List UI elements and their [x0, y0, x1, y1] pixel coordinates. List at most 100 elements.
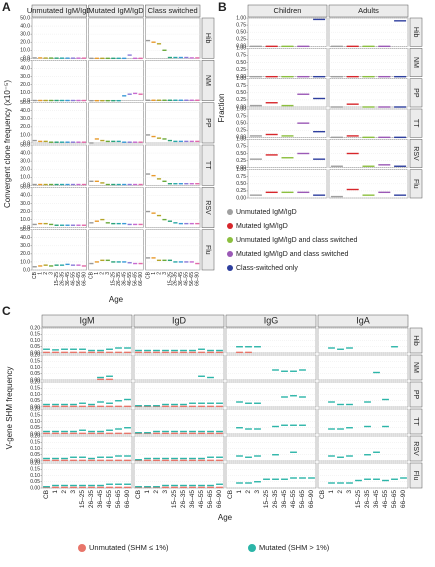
- column-header: IgD: [172, 315, 187, 325]
- x-tick-label: 36–45: [65, 272, 71, 286]
- y-tick-label: 20.0: [20, 40, 30, 46]
- column-strip: [317, 314, 409, 328]
- y-tick-label: 20.0: [20, 124, 30, 130]
- x-tick-label: 36–45: [189, 490, 196, 508]
- y-tick-label: 10.0: [20, 259, 30, 265]
- y-tick-label: 0.15: [30, 332, 40, 338]
- column-strip: [247, 4, 328, 18]
- y-tick-label: 1.00: [236, 106, 246, 112]
- row-strip: [201, 144, 215, 186]
- y-tick-label: 10.0: [20, 217, 30, 223]
- column-strip: [145, 4, 201, 18]
- legend-swatch: [227, 223, 233, 229]
- row-strip: [409, 48, 423, 77]
- y-tick-label: 0.00: [30, 431, 40, 437]
- x-tick-label: 2: [61, 490, 68, 494]
- x-tick-label: 66–90: [124, 490, 131, 508]
- column-strip: [31, 4, 87, 18]
- x-tick-label: 56–65: [207, 490, 214, 508]
- facet-panel: [145, 229, 201, 271]
- y-tick-label: 0.05: [30, 425, 40, 431]
- y-tick-label: 0.15: [30, 413, 40, 419]
- x-tick-label: CB: [135, 490, 142, 499]
- facet-panel: [31, 60, 87, 101]
- row-header: Hib: [204, 33, 211, 44]
- y-tick-label: 0.50: [236, 120, 246, 126]
- panel-label: C: [2, 304, 11, 318]
- facet-panel: [88, 60, 144, 101]
- x-tick-label: 1: [94, 272, 100, 275]
- row-header: TT: [412, 119, 419, 128]
- row-header: Hib: [412, 27, 419, 38]
- y-tick-label: 0.0: [23, 98, 30, 104]
- facet-panel: [145, 144, 201, 186]
- y-tick-label: 0.20: [30, 379, 40, 385]
- row-strip: [409, 327, 423, 354]
- y-tick-label: 40.0: [20, 108, 30, 114]
- x-tick-label: 36–45: [97, 490, 104, 508]
- x-tick-label: 15–25: [263, 490, 270, 508]
- facet-panel: [328, 139, 409, 168]
- x-tick-label: 2: [43, 272, 49, 275]
- row-header: RSV: [412, 146, 419, 161]
- x-tick-label: 2: [337, 490, 344, 494]
- legend-label: Mutated (SHM > 1%): [259, 543, 330, 552]
- y-tick-label: 0.10: [30, 473, 40, 479]
- row-header: Flu: [412, 179, 419, 189]
- x-tick-label: 3: [162, 490, 169, 494]
- x-tick-label: 66–90: [81, 272, 87, 286]
- x-tick-label: 66–90: [400, 490, 407, 508]
- y-tick-label: 1.00: [236, 46, 246, 52]
- x-axis-label: Age: [218, 513, 233, 522]
- y-tick-label: 0.05: [30, 371, 40, 377]
- x-tick-label: 2: [156, 272, 162, 275]
- column-header: Mutated IgM/IgD: [88, 6, 144, 15]
- y-tick-label: 10.0: [20, 90, 30, 96]
- y-tick-label: 0.20: [30, 460, 40, 466]
- x-tick-label: 46–55: [70, 272, 76, 286]
- y-tick-label: 0.25: [236, 97, 246, 103]
- x-tick-label: 36–45: [373, 490, 380, 508]
- y-tick-label: 1.00: [236, 76, 246, 82]
- x-tick-label: 66–90: [216, 490, 223, 508]
- y-axis-label: Convergent clone frequency (x10⁻⁵): [3, 80, 12, 208]
- x-tick-label: 26–35: [88, 490, 95, 508]
- y-tick-label: 0.0: [23, 267, 30, 273]
- y-tick-label: 50.0: [20, 58, 30, 64]
- column-strip: [88, 4, 144, 18]
- x-tick-label: CB: [43, 490, 50, 499]
- x-tick-label: CB: [145, 271, 151, 279]
- y-tick-label: 0.15: [30, 386, 40, 392]
- y-tick-label: 50.0: [20, 227, 30, 233]
- y-tick-label: 0.0: [23, 140, 30, 146]
- y-tick-label: 0.10: [30, 446, 40, 452]
- y-tick-label: 50.0: [20, 100, 30, 106]
- y-tick-label: 0.05: [30, 398, 40, 404]
- y-tick-label: 0.15: [30, 359, 40, 365]
- x-tick-label: 26–35: [180, 490, 187, 508]
- y-tick-label: 0.00: [236, 74, 246, 80]
- x-tick-label: 56–65: [391, 490, 398, 508]
- x-tick-label: 1: [144, 490, 151, 494]
- legend-swatch: [78, 544, 86, 552]
- y-tick-label: 0.50: [236, 90, 246, 96]
- facet-panel: [31, 229, 87, 271]
- x-tick-label: 2: [100, 272, 106, 275]
- x-tick-label: 26–35: [364, 490, 371, 508]
- y-tick-label: 0.75: [236, 144, 246, 150]
- legend-label: Class-switched only: [236, 265, 298, 272]
- x-tick-label: 2: [245, 490, 252, 494]
- x-tick-label: 46–55: [382, 490, 389, 508]
- facet-panel: [247, 48, 328, 77]
- row-header: NM: [204, 75, 211, 86]
- facet-panel: [247, 139, 328, 168]
- x-tick-label: 1: [236, 490, 243, 494]
- x-tick-label: 26–35: [59, 272, 65, 286]
- row-strip: [409, 354, 423, 381]
- x-tick-label: 46–55: [184, 272, 190, 286]
- column-header: Class switched: [148, 6, 198, 15]
- y-tick-label: 0.0: [23, 225, 30, 231]
- x-tick-label: CB: [227, 490, 234, 499]
- y-tick-label: 0.20: [30, 352, 40, 358]
